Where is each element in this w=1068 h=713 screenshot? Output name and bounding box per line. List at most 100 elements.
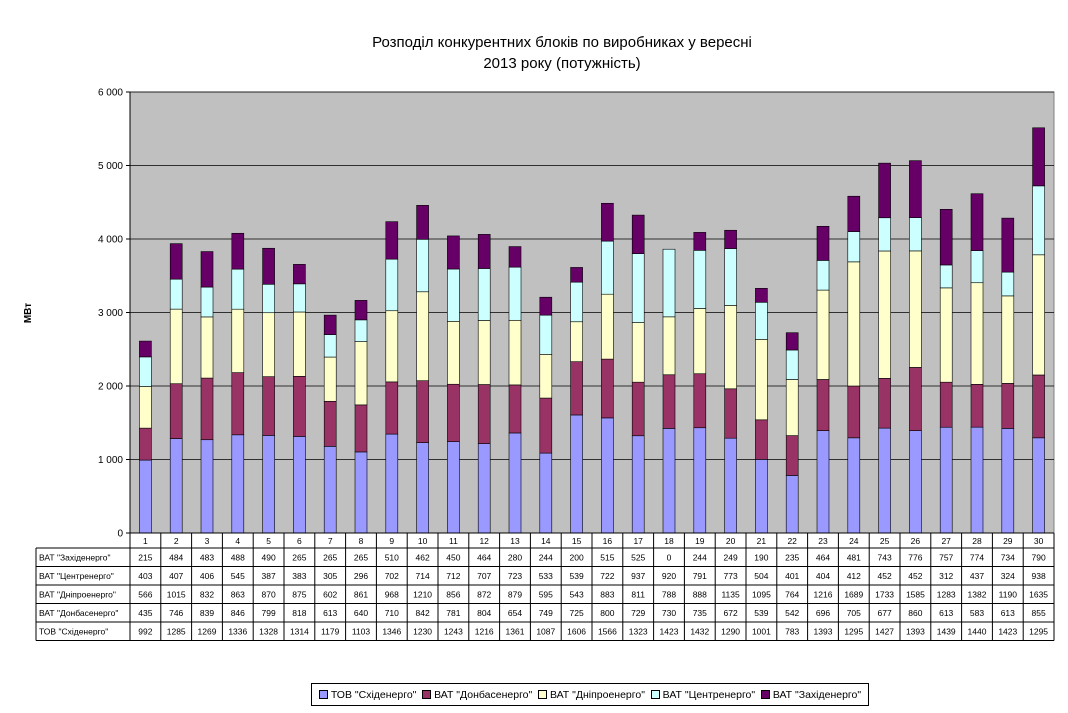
table-cell: 490 bbox=[262, 552, 276, 562]
chart-title-line-2: 2013 року (потужність) bbox=[483, 55, 641, 72]
table-cell: 672 bbox=[724, 608, 738, 618]
bar-segment-1 bbox=[662, 428, 676, 534]
table-cell: 800 bbox=[600, 608, 614, 618]
table-cell: 543 bbox=[570, 589, 584, 599]
bar-segment-1 bbox=[477, 443, 491, 534]
bar-segment-1 bbox=[785, 475, 799, 534]
bar-segment-4 bbox=[970, 250, 984, 284]
table-cell: 757 bbox=[939, 552, 953, 562]
bar-segment-2 bbox=[847, 385, 861, 439]
bar-segment-1 bbox=[539, 452, 553, 534]
bar-segment-2 bbox=[909, 367, 922, 431]
bar-segment-4 bbox=[755, 301, 768, 340]
bar-segment-2 bbox=[508, 384, 522, 434]
bar-segment-3 bbox=[939, 287, 953, 383]
bar-segment-2 bbox=[785, 435, 799, 476]
table-cell: 1423 bbox=[660, 626, 679, 636]
x-category-label: 4 bbox=[235, 536, 240, 546]
table-cell: 799 bbox=[262, 608, 276, 618]
bar-segment-1 bbox=[878, 427, 891, 534]
table-cell: 1439 bbox=[937, 626, 956, 636]
table-cell: 746 bbox=[169, 608, 183, 618]
table-cell: 804 bbox=[477, 608, 491, 618]
chart-title: Розподіл конкурентних блоків по виробник… bbox=[0, 32, 1068, 74]
bar-segment-1 bbox=[939, 426, 953, 534]
x-category-label: 27 bbox=[941, 536, 951, 546]
table-cell: 883 bbox=[600, 589, 614, 599]
table-row-label: ВАТ "Західенерго" bbox=[39, 552, 110, 562]
table-cell: 1269 bbox=[198, 626, 217, 636]
bar-segment-4 bbox=[323, 334, 337, 358]
bar-segment-5 bbox=[200, 251, 214, 288]
table-cell: 483 bbox=[200, 552, 214, 562]
table-cell: 654 bbox=[508, 608, 522, 618]
bar-segment-4 bbox=[447, 268, 460, 322]
x-category-label: 22 bbox=[787, 536, 797, 546]
table-cell: 1095 bbox=[752, 589, 771, 599]
table-cell: 743 bbox=[878, 552, 892, 562]
table-cell: 1135 bbox=[721, 589, 740, 599]
legend-item: ВАТ "Центренерго" bbox=[650, 689, 755, 701]
bar-segment-3 bbox=[1032, 254, 1045, 376]
table-cell: 525 bbox=[631, 552, 645, 562]
bar-segment-2 bbox=[939, 381, 953, 428]
table-cell: 992 bbox=[138, 626, 152, 636]
table-cell: 265 bbox=[292, 552, 306, 562]
bar-segment-4 bbox=[508, 266, 522, 321]
table-cell: 1285 bbox=[167, 626, 186, 636]
bar-segment-4 bbox=[262, 283, 275, 314]
bar-segment-3 bbox=[755, 339, 768, 421]
bar-segment-3 bbox=[724, 305, 737, 390]
bar-segment-4 bbox=[169, 278, 183, 310]
bar-segment-1 bbox=[970, 426, 984, 534]
bar-segment-1 bbox=[847, 437, 861, 534]
table-cell: 545 bbox=[231, 571, 245, 581]
table-cell: 729 bbox=[631, 608, 645, 618]
table-cell: 1382 bbox=[968, 589, 987, 599]
bar-segment-5 bbox=[939, 209, 953, 266]
table-cell: 464 bbox=[477, 552, 491, 562]
table-cell: 1103 bbox=[352, 626, 371, 636]
bar-segment-3 bbox=[139, 386, 152, 429]
table-cell: 920 bbox=[662, 571, 676, 581]
bar-segment-5 bbox=[970, 193, 984, 251]
bar-segment-3 bbox=[1001, 295, 1015, 384]
table-cell: 791 bbox=[693, 571, 707, 581]
table-row-label: ВАТ "Донбасенерго" bbox=[39, 608, 118, 618]
bar-segment-2 bbox=[755, 419, 768, 460]
table-cell: 412 bbox=[847, 571, 861, 581]
bar-segment-2 bbox=[231, 372, 245, 436]
bar-segment-5 bbox=[724, 229, 737, 249]
legend: ТОВ "Східенерго" ВАТ "Донбасенерго" ВАТ "Д… bbox=[311, 683, 869, 706]
bar-segment-1 bbox=[200, 439, 214, 534]
table-cell: 723 bbox=[508, 571, 522, 581]
bar-segment-4 bbox=[909, 217, 922, 252]
bar-segment-1 bbox=[416, 442, 429, 534]
bar-segment-4 bbox=[293, 283, 306, 313]
table-cell: 244 bbox=[539, 552, 553, 562]
legend-swatch bbox=[318, 690, 328, 699]
x-category-label: 8 bbox=[359, 536, 364, 546]
table-cell: 401 bbox=[785, 571, 799, 581]
table-cell: 846 bbox=[231, 608, 245, 618]
bar-segment-1 bbox=[693, 427, 707, 534]
table-cell: 1210 bbox=[413, 589, 432, 599]
bar-segment-2 bbox=[262, 376, 275, 436]
table-cell: 1733 bbox=[875, 589, 894, 599]
table-cell: 296 bbox=[354, 571, 368, 581]
bar-segment-4 bbox=[477, 268, 491, 321]
bar-segment-5 bbox=[354, 300, 368, 321]
x-category-label: 15 bbox=[572, 536, 582, 546]
table-cell: 937 bbox=[631, 571, 645, 581]
legend-item: ВАТ "Дніпроенерго" bbox=[537, 689, 645, 701]
table-cell: 783 bbox=[785, 626, 799, 636]
bar-segment-5 bbox=[385, 221, 399, 260]
table-cell: 705 bbox=[847, 608, 861, 618]
table-cell: 452 bbox=[908, 571, 922, 581]
bar-segment-3 bbox=[169, 308, 183, 385]
x-category-label: 12 bbox=[479, 536, 489, 546]
bar-segment-3 bbox=[785, 379, 799, 436]
bar-segment-4 bbox=[601, 240, 614, 295]
y-tick-label: 3 000 bbox=[98, 308, 123, 319]
table-cell: 818 bbox=[292, 608, 306, 618]
